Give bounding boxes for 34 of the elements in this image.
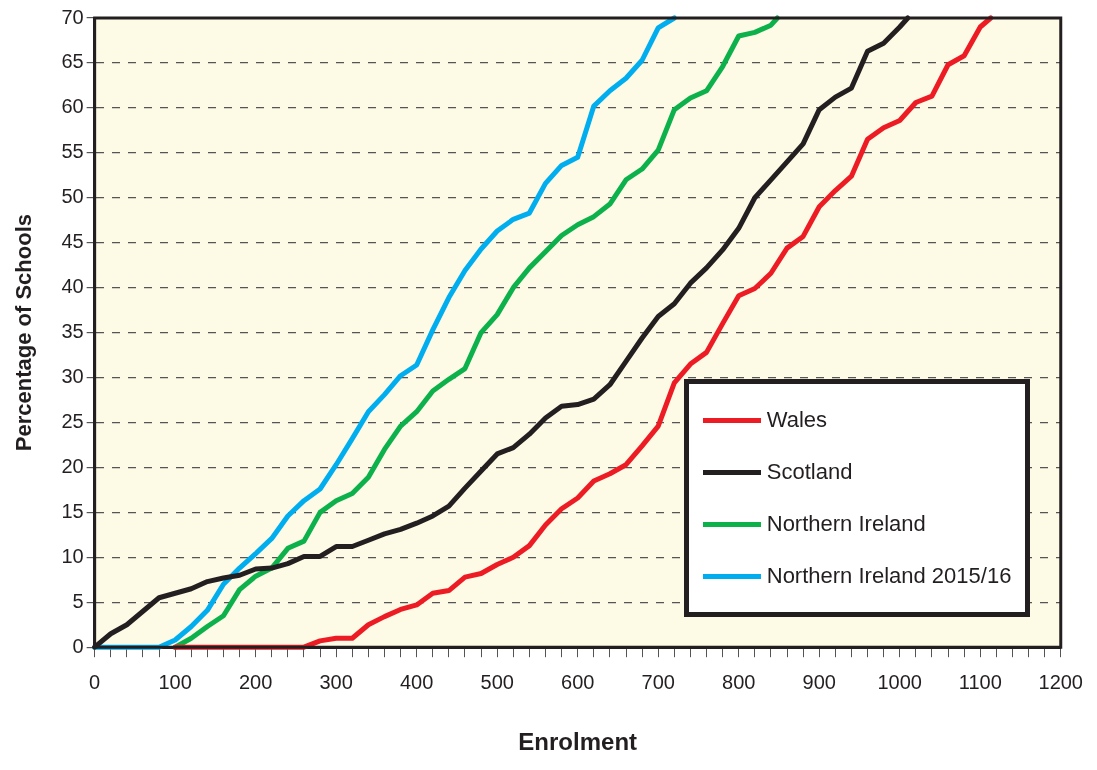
y-tick-label: 20 <box>61 454 84 477</box>
x-tick-label: 1100 <box>958 670 1002 693</box>
y-tick-label: 10 <box>61 544 84 567</box>
x-tick-label: 400 <box>399 670 434 693</box>
y-tick-label: 55 <box>61 140 84 163</box>
x-tick-label: 700 <box>641 670 675 693</box>
x-tick-label: 100 <box>158 670 192 693</box>
legend-label: Wales <box>766 407 828 434</box>
x-tick-label: 0 <box>89 670 101 693</box>
x-tick-label: 500 <box>480 670 514 693</box>
y-tick-label: 70 <box>61 5 84 28</box>
y-tick-label: 5 <box>72 589 84 612</box>
y-tick-label: 65 <box>61 50 84 73</box>
y-tick-label: 15 <box>61 499 84 522</box>
y-tick-label: 60 <box>61 95 84 118</box>
x-tick-label: 200 <box>238 670 273 693</box>
y-tick-label: 45 <box>61 230 84 253</box>
legend-label: Northern Ireland <box>766 511 926 538</box>
x-tick-label: 300 <box>319 670 353 693</box>
y-tick-label: 35 <box>61 320 84 343</box>
y-tick-label: 50 <box>61 185 84 208</box>
x-tick-label: 1200 <box>1038 670 1083 693</box>
x-tick-label: 600 <box>561 670 595 693</box>
legend-label: Scotland <box>766 459 853 486</box>
y-axis-title: Percentage of Schools <box>11 214 37 452</box>
legend-label: Northern Ireland 2015/16 <box>766 563 1012 590</box>
y-tick-label: 0 <box>72 634 84 657</box>
x-tick-label: 1000 <box>877 670 922 693</box>
y-tick-label: 25 <box>61 410 84 432</box>
x-axis-title: Enrolment <box>518 728 638 756</box>
y-tick-label: 30 <box>61 365 84 388</box>
x-tick-label: 900 <box>802 670 836 693</box>
y-tick-label: 40 <box>61 275 84 298</box>
x-tick-label: 800 <box>722 670 756 693</box>
